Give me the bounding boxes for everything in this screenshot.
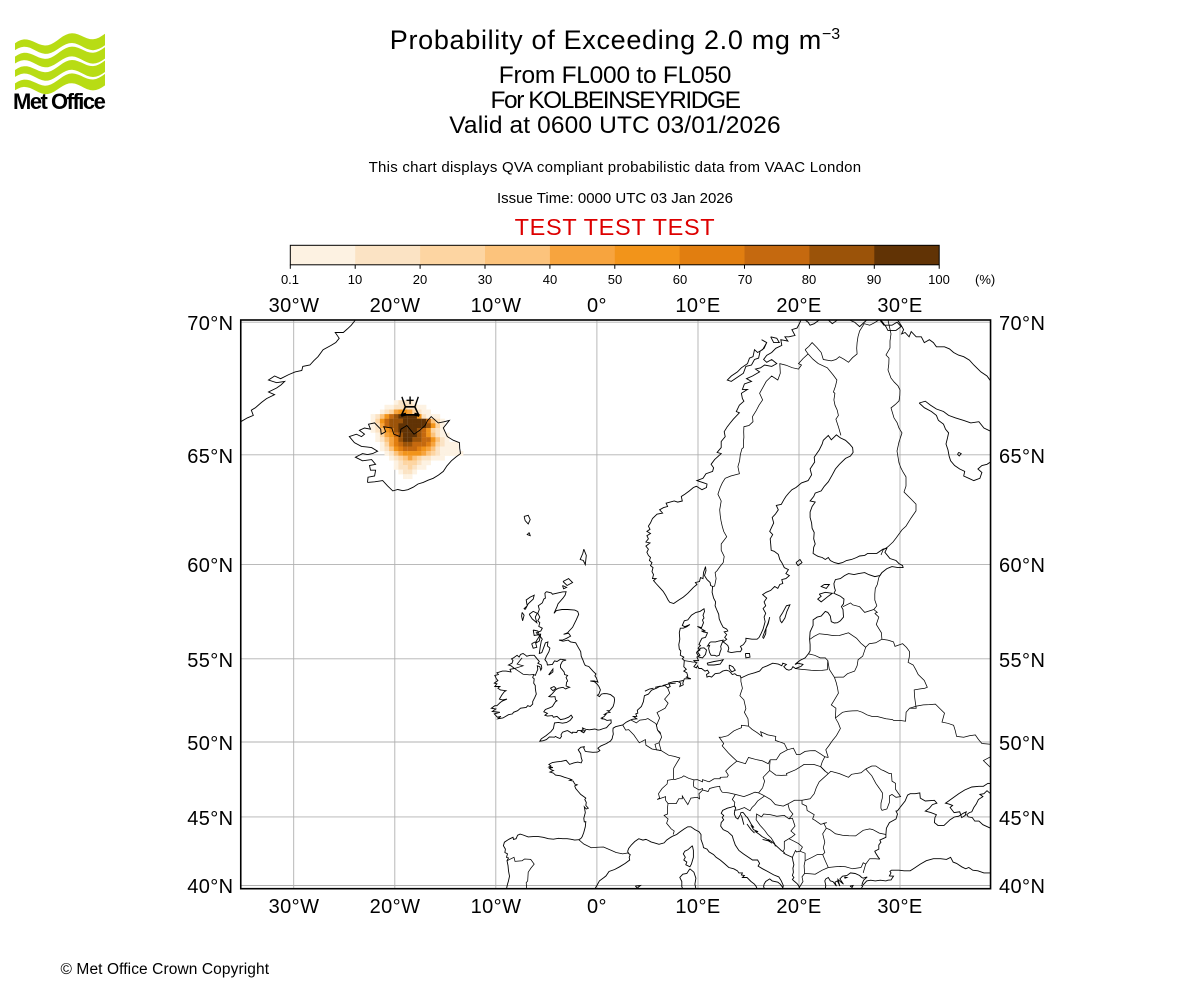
svg-text:45°N: 45°N xyxy=(999,808,1045,830)
svg-text:30°E: 30°E xyxy=(877,295,922,317)
svg-text:10°W: 10°W xyxy=(471,295,522,317)
svg-text:0.1: 0.1 xyxy=(281,272,299,287)
svg-text:65°N: 65°N xyxy=(187,446,233,468)
svg-text:70°N: 70°N xyxy=(999,313,1045,335)
svg-text:0°: 0° xyxy=(587,896,607,918)
svg-text:90: 90 xyxy=(867,272,881,287)
svg-text:50: 50 xyxy=(608,272,622,287)
svg-text:80: 80 xyxy=(802,272,816,287)
svg-text:45°N: 45°N xyxy=(187,808,233,830)
svg-text:60°N: 60°N xyxy=(187,555,233,577)
svg-text:50°N: 50°N xyxy=(999,733,1045,755)
svg-text:65°N: 65°N xyxy=(999,446,1045,468)
svg-text:20: 20 xyxy=(413,272,427,287)
svg-text:55°N: 55°N xyxy=(999,650,1045,672)
svg-text:0°: 0° xyxy=(587,295,607,317)
svg-text:30°W: 30°W xyxy=(269,295,320,317)
svg-text:60: 60 xyxy=(673,272,687,287)
svg-text:30: 30 xyxy=(478,272,492,287)
svg-text:10: 10 xyxy=(348,272,362,287)
svg-text:10°W: 10°W xyxy=(471,896,522,918)
svg-text:40°N: 40°N xyxy=(187,876,233,898)
svg-text:55°N: 55°N xyxy=(187,650,233,672)
svg-text:70: 70 xyxy=(738,272,752,287)
svg-text:10°E: 10°E xyxy=(675,896,720,918)
svg-text:20°E: 20°E xyxy=(776,295,821,317)
svg-text:40: 40 xyxy=(543,272,557,287)
svg-text:30°E: 30°E xyxy=(877,896,922,918)
svg-text:Met Office: Met Office xyxy=(13,89,106,114)
svg-text:20°E: 20°E xyxy=(776,896,821,918)
svg-text:20°W: 20°W xyxy=(370,896,421,918)
svg-text:60°N: 60°N xyxy=(999,555,1045,577)
svg-text:70°N: 70°N xyxy=(187,313,233,335)
svg-text:30°W: 30°W xyxy=(269,896,320,918)
svg-text:20°W: 20°W xyxy=(370,295,421,317)
svg-text:50°N: 50°N xyxy=(187,733,233,755)
svg-text:10°E: 10°E xyxy=(675,295,720,317)
svg-text:(%): (%) xyxy=(975,272,995,287)
svg-text:100: 100 xyxy=(928,272,950,287)
svg-text:40°N: 40°N xyxy=(999,876,1045,898)
